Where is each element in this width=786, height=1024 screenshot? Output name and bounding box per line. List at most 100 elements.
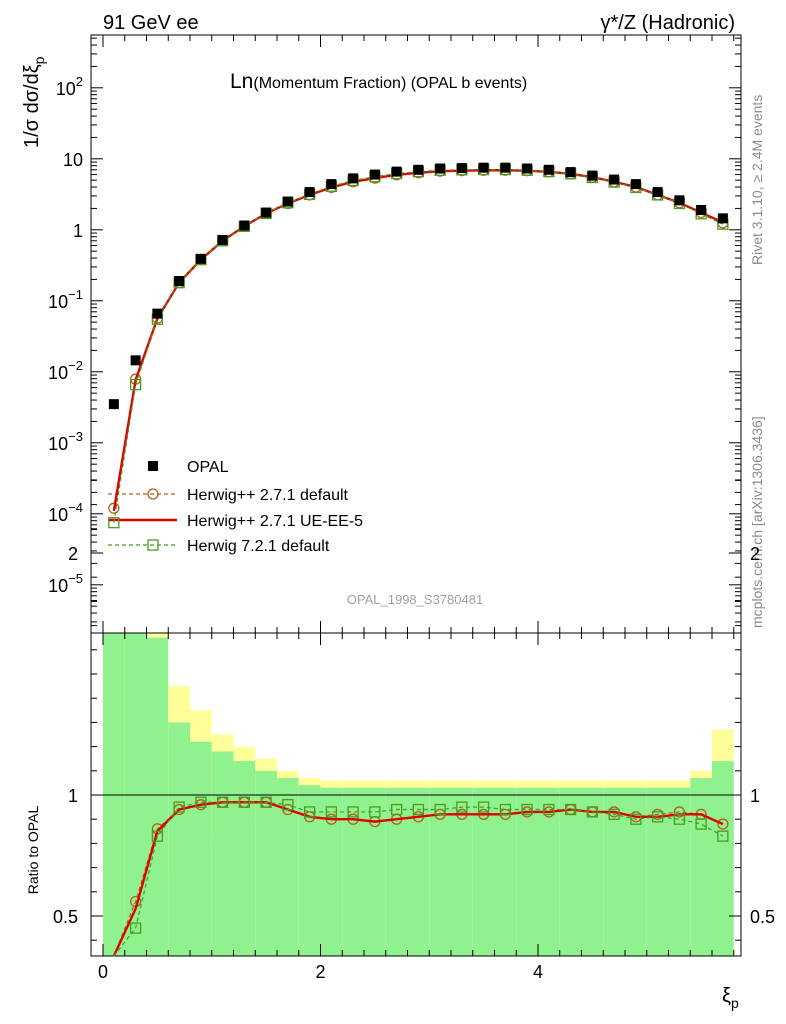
- band-inner: [364, 787, 386, 956]
- rivet-version-label: Rivet 3.1.10, ≥ 2.4M events: [749, 95, 765, 265]
- y-tick-base: 10: [48, 292, 68, 312]
- data-point: [478, 162, 489, 173]
- title-main: Ln: [230, 70, 253, 93]
- data-point: [151, 830, 164, 842]
- data-point: [239, 220, 250, 231]
- band-inner: [233, 761, 256, 956]
- band-inner: [712, 761, 734, 956]
- band-inner: [581, 787, 604, 956]
- band-inner: [668, 787, 691, 956]
- band-inner: [494, 787, 517, 956]
- band-inner: [429, 787, 451, 956]
- band-inner: [559, 787, 582, 956]
- data-point: [174, 276, 185, 287]
- band-inner: [190, 741, 212, 956]
- header-right: γ*/Z (Hadronic): [601, 12, 735, 34]
- y-tick-exponent: −3: [68, 429, 83, 444]
- y-tick-base: 10: [48, 434, 68, 454]
- data-point: [369, 169, 380, 180]
- data-point: [108, 399, 119, 410]
- chart-title: Ln(Momentum Fraction) (OPAL b events): [230, 70, 527, 93]
- data-point: [521, 803, 533, 816]
- band-inner: [451, 787, 473, 956]
- ratio-y-tick-label: 2: [68, 544, 78, 564]
- series-line: [113, 801, 724, 957]
- y-tick-label: 10−2: [48, 358, 83, 383]
- data-point: [695, 818, 707, 830]
- band-inner: [385, 787, 408, 956]
- y-tick-label: 102: [56, 74, 83, 99]
- data-point: [129, 922, 142, 934]
- data-point: [456, 163, 467, 174]
- band-inner: [146, 637, 169, 956]
- legend-label: Herwig 7.2.1 default: [187, 538, 330, 555]
- data-point: [173, 801, 185, 813]
- y-tick-label: 10−1: [48, 287, 83, 312]
- data-point: [369, 806, 381, 818]
- series-line: [113, 169, 724, 509]
- band-inner: [255, 770, 277, 956]
- band-inner: [646, 787, 669, 956]
- data-point: [651, 811, 664, 823]
- legend: OPAL Herwig++ 2.7.1 default Herwig++ 2.7.1…: [108, 459, 363, 555]
- data-point: [217, 234, 228, 245]
- ratio-y-tick-label-right: 2: [750, 544, 760, 564]
- legend-label: OPAL: [187, 459, 229, 476]
- series-line: [113, 168, 724, 523]
- y-tick-label: 10: [63, 150, 83, 170]
- data-point: [261, 207, 272, 218]
- data-point: [587, 170, 598, 181]
- band-inner: [407, 787, 430, 956]
- data-point: [499, 803, 512, 816]
- y-tick-base: 10: [48, 576, 68, 596]
- data-point: [130, 355, 141, 366]
- y-tick-label: 10−3: [48, 429, 83, 454]
- ratio-y-tick-label-right: 0.5: [750, 907, 775, 927]
- data-point: [348, 173, 359, 184]
- data-point: [673, 813, 686, 825]
- band-inner: [538, 787, 560, 956]
- data-point: [673, 806, 686, 818]
- band-inner: [690, 778, 712, 956]
- data-point: [108, 502, 120, 514]
- y-tick-base: 10: [48, 363, 68, 383]
- data-point: [456, 801, 468, 813]
- y-tick-base: 10: [48, 505, 68, 525]
- data-point: [391, 166, 402, 177]
- data-point: [609, 174, 620, 185]
- ratio-y-tick-label-right: 1: [750, 786, 760, 806]
- data-point: [543, 164, 554, 175]
- band-inner: [603, 787, 625, 956]
- y-tick-label: 10−4: [48, 500, 83, 525]
- data-point: [608, 808, 620, 821]
- data-point: [129, 378, 142, 391]
- ratio-y-tick-label: 0.5: [53, 907, 78, 927]
- data-point: [477, 801, 490, 813]
- data-point: [522, 163, 533, 174]
- data-point: [674, 195, 685, 206]
- data-point: [326, 179, 337, 190]
- data-point: [195, 253, 206, 264]
- data-point: [630, 179, 641, 190]
- data-point: [630, 813, 642, 825]
- legend-label: Herwig++ 2.7.1 UE-EE-5: [187, 513, 363, 530]
- header-left: 91 GeV ee: [103, 12, 199, 34]
- data-point: [148, 461, 158, 471]
- y-tick-exponent: −5: [68, 571, 83, 586]
- x-axis-label: ξp: [722, 985, 739, 1011]
- band-inner: [625, 787, 647, 956]
- data-point: [152, 308, 163, 319]
- data-point: [195, 796, 207, 808]
- y-tick-label: 10−5: [48, 571, 83, 596]
- y-tick-base: 1: [73, 221, 83, 241]
- data-point: [717, 830, 729, 842]
- ratio-y-tick-label: 1: [68, 786, 78, 806]
- reference-code: OPAL_1998_S3780481: [347, 592, 483, 607]
- data-point: [500, 162, 511, 173]
- y-tick-exponent: 2: [76, 74, 83, 89]
- band-inner: [277, 778, 299, 956]
- data-point: [696, 205, 707, 216]
- data-point: [282, 196, 293, 207]
